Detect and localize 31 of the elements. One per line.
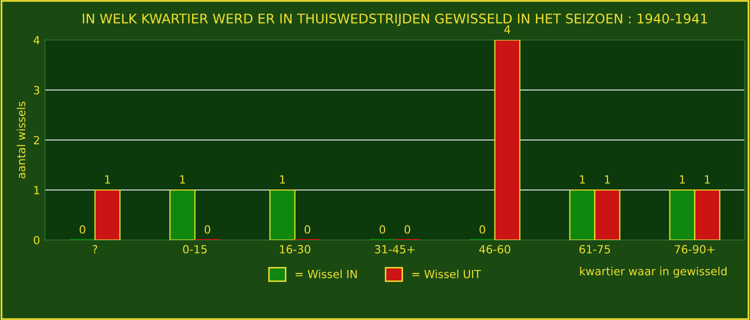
legend-label: = Wissel IN bbox=[296, 270, 357, 278]
y-tick-label: 1 bbox=[34, 186, 40, 194]
legend-label: = Wissel UIT bbox=[412, 270, 482, 278]
data-label: 0 bbox=[80, 225, 86, 234]
data-label: 0 bbox=[304, 225, 310, 234]
y-tick-label: 2 bbox=[34, 136, 40, 144]
data-label: 1 bbox=[180, 175, 185, 184]
x-tick-label: ? bbox=[92, 245, 98, 254]
data-label: 0 bbox=[404, 225, 410, 234]
data-label: 0 bbox=[480, 225, 486, 234]
data-label: 0 bbox=[204, 225, 210, 234]
y-tick-label: 3 bbox=[34, 86, 40, 94]
data-label: 4 bbox=[504, 25, 510, 34]
data-label: 1 bbox=[105, 175, 110, 184]
data-label: 1 bbox=[580, 175, 585, 184]
x-tick-label: 61-75 bbox=[579, 245, 610, 254]
y-tick-label: 0 bbox=[34, 236, 40, 244]
x-tick-label: 46-60 bbox=[479, 245, 510, 254]
x-tick-label: 0-15 bbox=[183, 245, 207, 254]
data-label: 1 bbox=[704, 175, 710, 184]
x-tick-label: 76-90+ bbox=[674, 245, 714, 254]
x-axis-title: kwartier waar in gewisseld bbox=[580, 266, 726, 278]
y-tick-label: 4 bbox=[34, 36, 40, 44]
data-label: 0 bbox=[380, 225, 386, 234]
data-label: 1 bbox=[680, 175, 685, 184]
chart-title: IN WELK KWARTIER WERD ER IN THUISWEDSTRIJDEN GEWISSELD IN HET SEIZOEN : 1940-1941 bbox=[82, 14, 707, 26]
y-axis-title: aantal wissels bbox=[16, 102, 26, 178]
x-tick-label: 16-30 bbox=[280, 245, 310, 254]
x-tick-label: 31-45+ bbox=[374, 245, 414, 254]
data-label: 1 bbox=[280, 175, 285, 184]
data-label: 1 bbox=[604, 175, 610, 184]
